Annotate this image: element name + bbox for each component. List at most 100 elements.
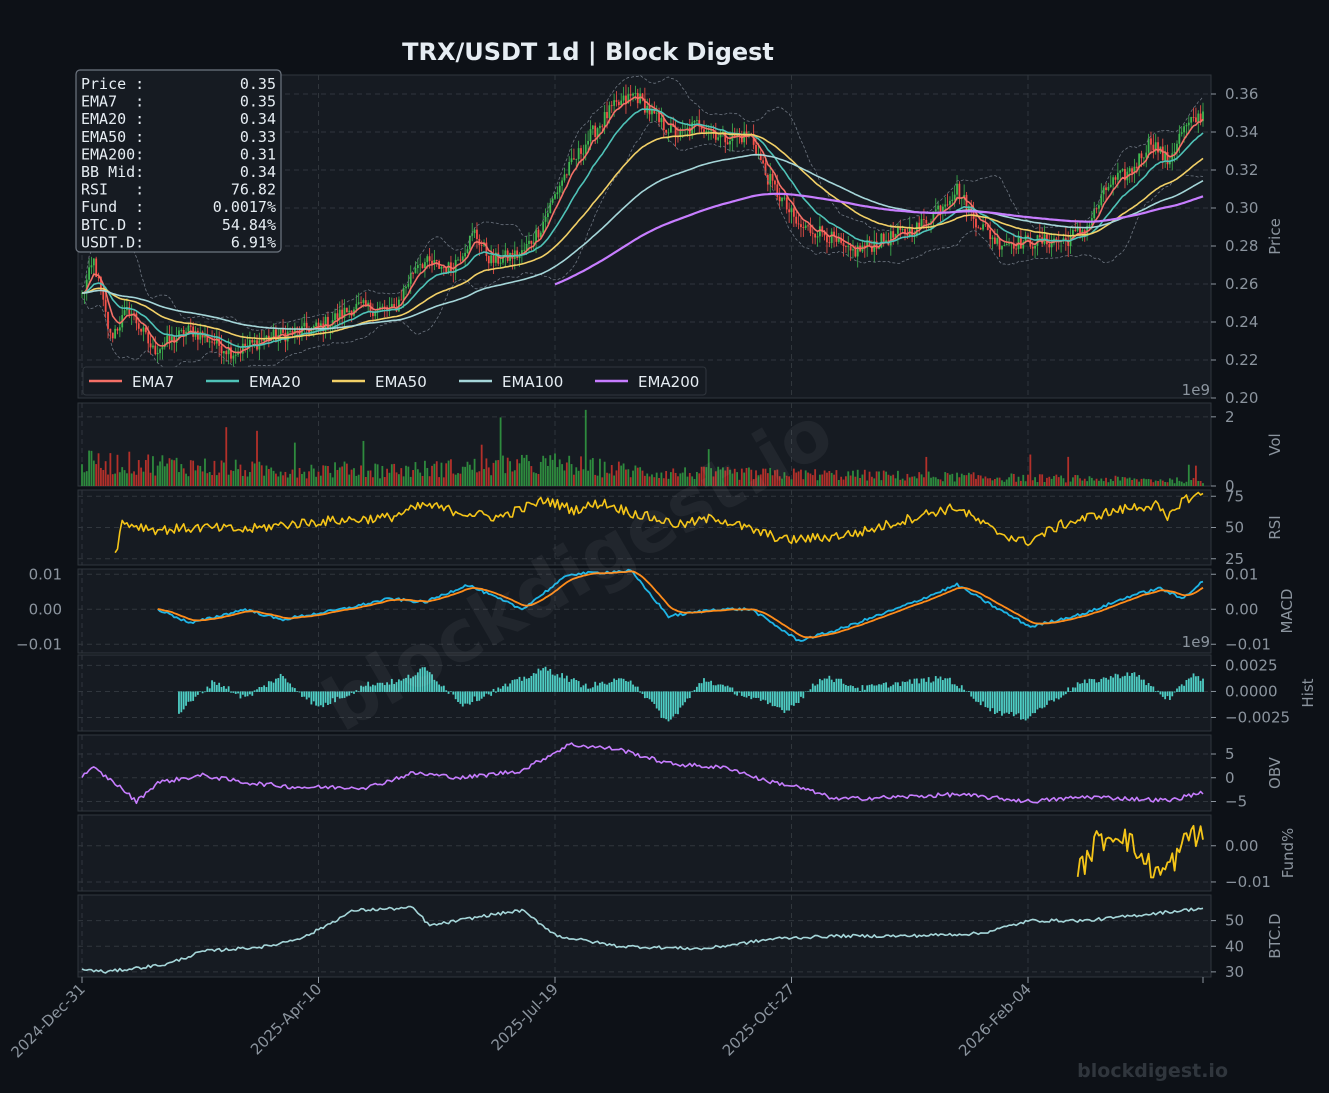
panel-frame	[77, 568, 1212, 654]
volume-bar	[246, 476, 249, 486]
histogram-bar	[582, 685, 585, 692]
panel-frame	[77, 894, 1212, 978]
volume-bar	[688, 472, 691, 486]
volume-bar	[622, 463, 625, 486]
histogram-bar	[516, 679, 519, 692]
histogram-bar	[192, 691, 195, 701]
candle-body	[1027, 235, 1029, 238]
histogram-bar	[901, 681, 904, 692]
histogram-bar	[967, 691, 970, 692]
candle-body	[310, 328, 313, 335]
volume-bar	[771, 475, 774, 486]
volume-bar	[485, 458, 488, 486]
histogram-bar	[502, 686, 504, 692]
volume-bar	[263, 475, 266, 486]
candle-body	[504, 250, 507, 258]
volume-bar	[1100, 478, 1103, 486]
histogram-bar	[523, 676, 526, 692]
volume-bar	[748, 467, 750, 486]
candle-body	[196, 330, 199, 340]
candle-body	[1161, 146, 1164, 161]
candle-body	[159, 349, 161, 354]
histogram-bar	[324, 691, 327, 703]
volume-bar	[823, 470, 826, 486]
info-label: USDT.D:	[81, 233, 144, 251]
histogram-bar	[1067, 687, 1070, 692]
y-tick-label: 50	[1225, 912, 1244, 930]
histogram-bar	[894, 682, 897, 692]
volume-bar	[1081, 480, 1084, 486]
candle-body	[476, 229, 478, 239]
histogram-bar	[213, 681, 216, 692]
volume-bar	[175, 457, 178, 486]
histogram-bar	[807, 691, 809, 692]
histogram-bar	[1119, 678, 1122, 692]
candle-body	[206, 334, 209, 343]
volume-bar	[636, 467, 639, 486]
histogram-bar	[260, 687, 263, 692]
candle-body	[847, 246, 850, 248]
candle-body	[915, 222, 918, 236]
candle-body	[1024, 235, 1027, 242]
candle-body	[679, 130, 682, 138]
candle-body	[1050, 243, 1053, 248]
candle-body	[632, 93, 634, 96]
volume-bar	[757, 475, 760, 486]
volume-bar	[861, 474, 864, 486]
rsi-line	[114, 491, 1204, 554]
volume-bar	[154, 475, 157, 486]
histogram-bar	[724, 686, 727, 692]
volume-bar	[897, 470, 899, 486]
volume-bar	[1057, 477, 1060, 486]
histogram-bar	[587, 688, 590, 692]
volume-bar	[121, 467, 124, 486]
histogram-bar	[305, 691, 308, 700]
candle-body	[428, 256, 431, 261]
candle-body	[606, 112, 608, 119]
candle-body	[882, 233, 885, 242]
candle-body	[1154, 142, 1157, 151]
volume-bar	[847, 471, 850, 486]
histogram-bar	[908, 679, 911, 692]
volume-bar	[114, 473, 117, 486]
volume-bar	[750, 469, 753, 486]
volume-bar	[875, 471, 878, 486]
volume-bar	[1150, 479, 1152, 486]
y-tick-label: 5	[1225, 745, 1235, 763]
candle-body	[211, 341, 213, 343]
volume-bar	[785, 475, 788, 486]
histogram-bar	[1124, 675, 1126, 692]
histogram-bar	[189, 691, 192, 702]
candle-body	[755, 144, 757, 155]
histogram-bar	[622, 678, 625, 692]
volume-bar	[729, 469, 731, 486]
candle-body	[1202, 111, 1204, 122]
histogram-bar	[620, 678, 623, 692]
volume-bar	[707, 449, 710, 486]
volume-bar	[781, 478, 783, 486]
btcd-line	[81, 905, 1204, 974]
histogram-bar	[178, 691, 180, 714]
volume-bar	[634, 465, 637, 486]
histogram-bar	[1109, 676, 1112, 692]
candle-body	[315, 322, 318, 326]
candle-body	[594, 125, 597, 138]
histogram-bar	[561, 673, 563, 692]
candle-body	[785, 197, 788, 210]
volume-bar	[194, 470, 197, 486]
candle-body	[953, 194, 956, 200]
volume-bar	[357, 474, 360, 486]
volume-bar	[414, 462, 417, 486]
histogram-bar	[986, 691, 989, 708]
volume-bar	[211, 475, 213, 486]
candle-body	[516, 250, 519, 259]
histogram-bar	[1079, 683, 1081, 692]
volume-bar	[662, 478, 665, 486]
volume-bar	[582, 469, 585, 486]
histogram-bar	[934, 676, 937, 692]
candle-body	[977, 227, 980, 229]
candle-body	[875, 241, 878, 249]
y-tick-label: 0.00	[1225, 600, 1258, 618]
volume-bar	[244, 470, 247, 486]
histogram-bar	[322, 691, 325, 708]
